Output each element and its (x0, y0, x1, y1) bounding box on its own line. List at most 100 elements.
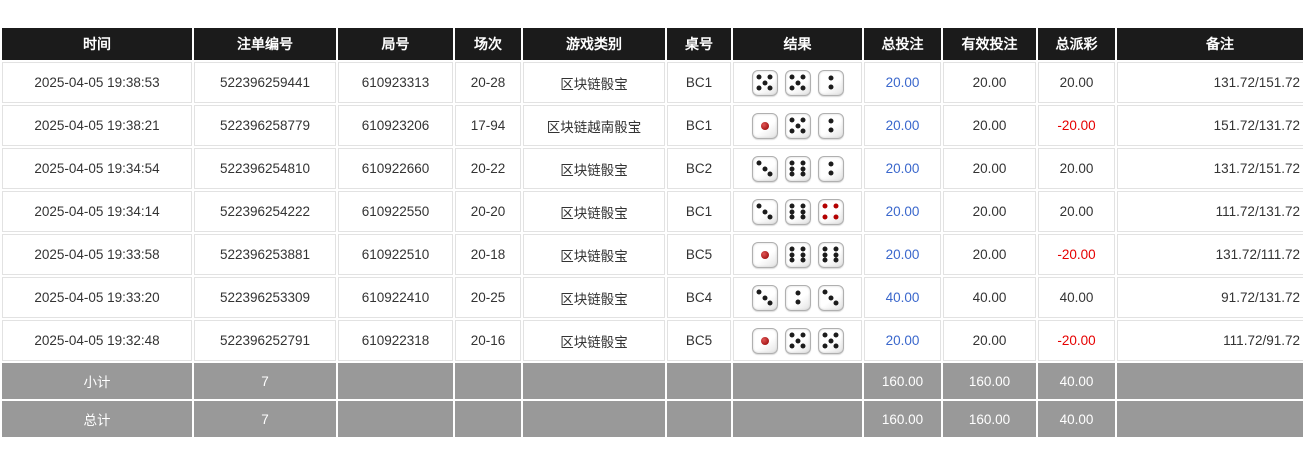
footer-count: 7 (194, 363, 336, 399)
cell-time: 2025-04-05 19:38:21 (2, 105, 192, 146)
die-face-6-icon (784, 241, 811, 268)
die-face-3-icon (751, 155, 778, 182)
cell-dice (733, 277, 862, 318)
footer-total-bet: 160.00 (864, 401, 941, 437)
cell-table_no: BC1 (667, 62, 731, 103)
subtotal-row: 小计 7 160.00 160.00 40.00 (2, 363, 1303, 399)
cell-game_type: 区块链骰宝 (523, 277, 665, 318)
die-face-6-icon (817, 241, 844, 268)
cell-remark: 151.72/131.72 (1117, 105, 1303, 146)
table-row: 2025-04-05 19:38:53 522396259441 610923313… (2, 62, 1303, 103)
footer-valid-bet: 160.00 (943, 363, 1036, 399)
column-header-payout: 总派彩 (1038, 28, 1115, 60)
table-footer: 小计 7 160.00 160.00 40.00 总计 7 160.00 160.00 40.00 (2, 363, 1303, 437)
dice-result (734, 112, 861, 139)
cell-bet_id: 522396254222 (194, 191, 336, 232)
column-header-time: 时间 (2, 28, 192, 60)
cell-total_bet[interactable]: 20.00 (864, 234, 941, 275)
cell-payout: 20.00 (1038, 62, 1115, 103)
die-face-2-icon (817, 112, 844, 139)
cell-game_type: 区块链骰宝 (523, 148, 665, 189)
cell-valid_bet: 20.00 (943, 105, 1036, 146)
cell-bet_id: 522396253881 (194, 234, 336, 275)
die-face-5-icon (751, 69, 778, 96)
header-row: 时间 注单编号 局号 场次 游戏类别 桌号 结果 总投注 有效投注 总派彩 备注 (2, 28, 1303, 60)
cell-total_bet[interactable]: 20.00 (864, 320, 941, 361)
cell-session: 20-22 (455, 148, 521, 189)
cell-total_bet[interactable]: 20.00 (864, 62, 941, 103)
cell-session: 20-16 (455, 320, 521, 361)
cell-valid_bet: 20.00 (943, 62, 1036, 103)
cell-valid_bet: 20.00 (943, 234, 1036, 275)
dice-result (734, 284, 861, 311)
footer-empty-remark (1117, 401, 1303, 437)
table-row: 2025-04-05 19:34:54 522396254810 610922660… (2, 148, 1303, 189)
column-header-total_bet: 总投注 (864, 28, 941, 60)
cell-total_bet[interactable]: 20.00 (864, 191, 941, 232)
die-face-3-icon (751, 284, 778, 311)
cell-time: 2025-04-05 19:33:20 (2, 277, 192, 318)
cell-remark: 111.72/91.72 (1117, 320, 1303, 361)
footer-empty-round (338, 401, 453, 437)
column-header-bet_id: 注单编号 (194, 28, 336, 60)
cell-session: 20-20 (455, 191, 521, 232)
die-face-3-icon (751, 198, 778, 225)
footer-empty-gametype (523, 401, 665, 437)
cell-time: 2025-04-05 19:32:48 (2, 320, 192, 361)
cell-valid_bet: 40.00 (943, 277, 1036, 318)
die-face-3-icon (817, 284, 844, 311)
cell-dice (733, 105, 862, 146)
cell-bet_id: 522396259441 (194, 62, 336, 103)
cell-game_type: 区块链骰宝 (523, 191, 665, 232)
cell-round_no: 610922550 (338, 191, 453, 232)
footer-empty-session (455, 401, 521, 437)
footer-empty-gametype (523, 363, 665, 399)
die-face-5-icon (784, 112, 811, 139)
table-row: 2025-04-05 19:38:21 522396258779 610923206… (2, 105, 1303, 146)
cell-game_type: 区块链骰宝 (523, 320, 665, 361)
footer-count: 7 (194, 401, 336, 437)
cell-session: 20-28 (455, 62, 521, 103)
footer-valid-bet: 160.00 (943, 401, 1036, 437)
die-face-5-icon (784, 327, 811, 354)
cell-total_bet[interactable]: 40.00 (864, 277, 941, 318)
column-header-valid_bet: 有效投注 (943, 28, 1036, 60)
cell-round_no: 610922318 (338, 320, 453, 361)
cell-table_no: BC5 (667, 320, 731, 361)
cell-bet_id: 522396254810 (194, 148, 336, 189)
table-row: 2025-04-05 19:32:48 522396252791 610922318… (2, 320, 1303, 361)
cell-total_bet[interactable]: 20.00 (864, 148, 941, 189)
cell-remark: 131.72/151.72 (1117, 62, 1303, 103)
die-face-2-icon (784, 284, 811, 311)
cell-table_no: BC4 (667, 277, 731, 318)
cell-payout: 20.00 (1038, 148, 1115, 189)
die-face-1-icon (751, 112, 778, 139)
die-face-5-icon (817, 327, 844, 354)
die-face-4-icon (817, 198, 844, 225)
cell-table_no: BC5 (667, 234, 731, 275)
cell-valid_bet: 20.00 (943, 320, 1036, 361)
footer-empty-remark (1117, 363, 1303, 399)
die-face-1-icon (751, 241, 778, 268)
footer-payout: 40.00 (1038, 363, 1115, 399)
column-header-game_type: 游戏类别 (523, 28, 665, 60)
cell-round_no: 610922410 (338, 277, 453, 318)
cell-payout: 40.00 (1038, 277, 1115, 318)
cell-dice (733, 320, 862, 361)
cell-bet_id: 522396258779 (194, 105, 336, 146)
dice-result (734, 155, 861, 182)
column-header-remark: 备注 (1117, 28, 1303, 60)
footer-total-bet: 160.00 (864, 363, 941, 399)
cell-session: 17-94 (455, 105, 521, 146)
die-face-6-icon (784, 155, 811, 182)
cell-total_bet[interactable]: 20.00 (864, 105, 941, 146)
footer-payout: 40.00 (1038, 401, 1115, 437)
dice-result (734, 327, 861, 354)
cell-round_no: 610922510 (338, 234, 453, 275)
cell-dice (733, 191, 862, 232)
cell-table_no: BC1 (667, 105, 731, 146)
table-body: 2025-04-05 19:38:53 522396259441 610923313… (2, 62, 1303, 361)
cell-round_no: 610923206 (338, 105, 453, 146)
die-face-5-icon (784, 69, 811, 96)
grand-total-row: 总计 7 160.00 160.00 40.00 (2, 401, 1303, 437)
